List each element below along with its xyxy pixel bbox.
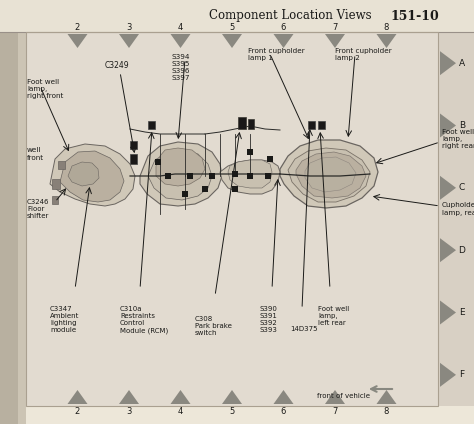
Text: S390
S391
S392
S393: S390 S391 S392 S393	[260, 306, 278, 333]
Polygon shape	[305, 157, 356, 192]
Polygon shape	[440, 301, 456, 324]
Bar	[232, 186, 238, 192]
Bar	[248, 119, 254, 129]
Text: well
front: well front	[27, 148, 44, 161]
Polygon shape	[60, 151, 124, 202]
Bar	[130, 154, 137, 164]
Text: C310a
Restraints
Control
Module (RCM): C310a Restraints Control Module (RCM)	[120, 306, 168, 334]
Text: C: C	[459, 183, 465, 192]
Bar	[52, 179, 60, 189]
Polygon shape	[68, 162, 99, 186]
Text: 8: 8	[384, 407, 389, 416]
Bar	[58, 161, 65, 169]
Bar	[0, 0, 18, 424]
Text: 5: 5	[229, 22, 235, 31]
Text: 151-10: 151-10	[391, 9, 439, 22]
Bar	[18, 0, 26, 424]
Text: Foot well
lamp,
right front: Foot well lamp, right front	[27, 79, 64, 99]
Polygon shape	[440, 114, 456, 137]
Polygon shape	[273, 390, 293, 404]
Text: 5: 5	[229, 407, 235, 416]
Bar	[26, 32, 438, 406]
Bar	[130, 141, 137, 149]
Text: 7: 7	[332, 22, 337, 31]
Bar	[0, 0, 474, 32]
Polygon shape	[50, 144, 135, 206]
Text: 2: 2	[75, 22, 80, 31]
Text: 7: 7	[332, 407, 337, 416]
Polygon shape	[171, 34, 191, 48]
Text: C3246
Floor
shifter: C3246 Floor shifter	[27, 199, 49, 219]
Text: Component Location Views: Component Location Views	[209, 9, 371, 22]
Polygon shape	[440, 238, 456, 262]
Polygon shape	[222, 34, 242, 48]
Bar	[182, 191, 188, 197]
Text: C308
Park brake
switch: C308 Park brake switch	[195, 316, 232, 336]
Text: 6: 6	[281, 407, 286, 416]
Text: Foot well
lamp,
left rear: Foot well lamp, left rear	[318, 306, 349, 326]
Bar	[148, 121, 155, 129]
Text: S394
S395
S396
S397: S394 S395 S396 S397	[172, 54, 191, 81]
Text: 4: 4	[178, 407, 183, 416]
Polygon shape	[325, 34, 345, 48]
Bar	[232, 171, 238, 177]
Text: 3: 3	[126, 407, 132, 416]
Bar	[308, 121, 315, 129]
Polygon shape	[222, 390, 242, 404]
Text: 3: 3	[126, 22, 132, 31]
Text: B: B	[459, 121, 465, 130]
Polygon shape	[67, 390, 88, 404]
Bar	[165, 173, 171, 179]
Text: C3347
Ambient
lighting
module: C3347 Ambient lighting module	[50, 306, 79, 333]
Polygon shape	[376, 390, 396, 404]
Polygon shape	[119, 34, 139, 48]
Polygon shape	[440, 363, 456, 387]
Text: 2: 2	[75, 407, 80, 416]
Polygon shape	[296, 152, 366, 198]
Text: D: D	[458, 245, 465, 255]
Polygon shape	[140, 142, 222, 206]
Bar	[265, 173, 271, 179]
Bar	[155, 159, 161, 165]
Polygon shape	[171, 390, 191, 404]
Polygon shape	[273, 34, 293, 48]
Text: Foot well
lamp,
right rear: Foot well lamp, right rear	[442, 129, 474, 149]
Polygon shape	[220, 160, 280, 194]
Bar	[187, 173, 193, 179]
Text: A: A	[459, 59, 465, 68]
Text: 8: 8	[384, 22, 389, 31]
Polygon shape	[148, 150, 212, 200]
Bar	[202, 186, 208, 192]
Text: Front cupholder
lamp 1: Front cupholder lamp 1	[248, 48, 305, 61]
Bar	[209, 173, 215, 179]
Polygon shape	[440, 176, 456, 200]
Bar	[238, 117, 246, 129]
Polygon shape	[440, 51, 456, 75]
Polygon shape	[67, 34, 88, 48]
Text: front of vehicle: front of vehicle	[317, 393, 370, 399]
Polygon shape	[288, 148, 370, 202]
Polygon shape	[156, 148, 205, 186]
Bar	[26, 32, 438, 406]
Polygon shape	[280, 140, 378, 208]
Text: 6: 6	[281, 22, 286, 31]
Bar	[52, 196, 58, 204]
Polygon shape	[325, 390, 345, 404]
Bar	[318, 121, 325, 129]
Bar	[247, 149, 253, 155]
Text: 14D375: 14D375	[290, 326, 318, 332]
Text: E: E	[459, 308, 465, 317]
Bar	[247, 173, 253, 179]
Bar	[438, 32, 474, 406]
Text: Cupholder
lamp, rear: Cupholder lamp, rear	[442, 203, 474, 215]
Polygon shape	[228, 160, 272, 188]
Text: F: F	[459, 370, 465, 379]
Polygon shape	[376, 34, 396, 48]
Text: Front cupholder
lamp 2: Front cupholder lamp 2	[335, 48, 392, 61]
Polygon shape	[119, 390, 139, 404]
Text: C3249: C3249	[105, 61, 129, 70]
Bar	[267, 156, 273, 162]
Text: 4: 4	[178, 22, 183, 31]
